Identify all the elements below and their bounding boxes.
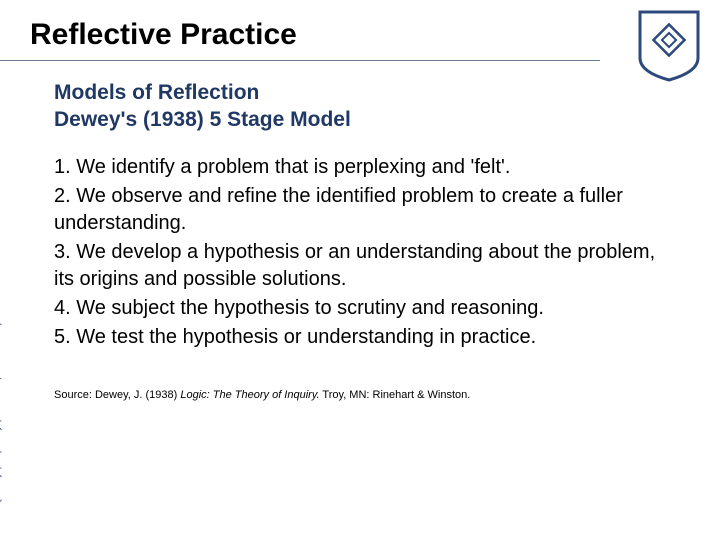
left-tagline: Quality | Equality | Access | Partnershi… (4, 298, 26, 528)
source-suffix: Troy, MN: Rinehart & Winston. (320, 389, 471, 401)
title-bar: Reflective Practice (0, 0, 600, 61)
slide-title: Reflective Practice (30, 18, 600, 52)
source-prefix: Source: Dewey, J. (1938) (54, 389, 180, 401)
shield-icon (638, 10, 700, 82)
list-item: 5. We test the hypothesis or understandi… (54, 324, 670, 351)
source-citation: Source: Dewey, J. (1938) Logic: The Theo… (54, 389, 670, 401)
slide: Reflective Practice Models of Reflection… (0, 0, 720, 540)
subtitle-line2: Dewey's (1938) 5 Stage Model (54, 106, 670, 133)
list-item: 2. We observe and refine the identified … (54, 183, 670, 237)
body-text: 1. We identify a problem that is perplex… (54, 154, 670, 351)
tagline-text: Quality | Equality | Access | Partnershi… (0, 319, 3, 505)
subtitle-line1: Models of Reflection (54, 79, 670, 106)
source-title: Logic: The Theory of Inquiry. (180, 389, 319, 401)
content-area: Models of Reflection Dewey's (1938) 5 St… (0, 61, 720, 401)
logo (638, 10, 700, 82)
list-item: 3. We develop a hypothesis or an underst… (54, 239, 670, 293)
list-item: 1. We identify a problem that is perplex… (54, 154, 670, 181)
list-item: 4. We subject the hypothesis to scrutiny… (54, 295, 670, 322)
